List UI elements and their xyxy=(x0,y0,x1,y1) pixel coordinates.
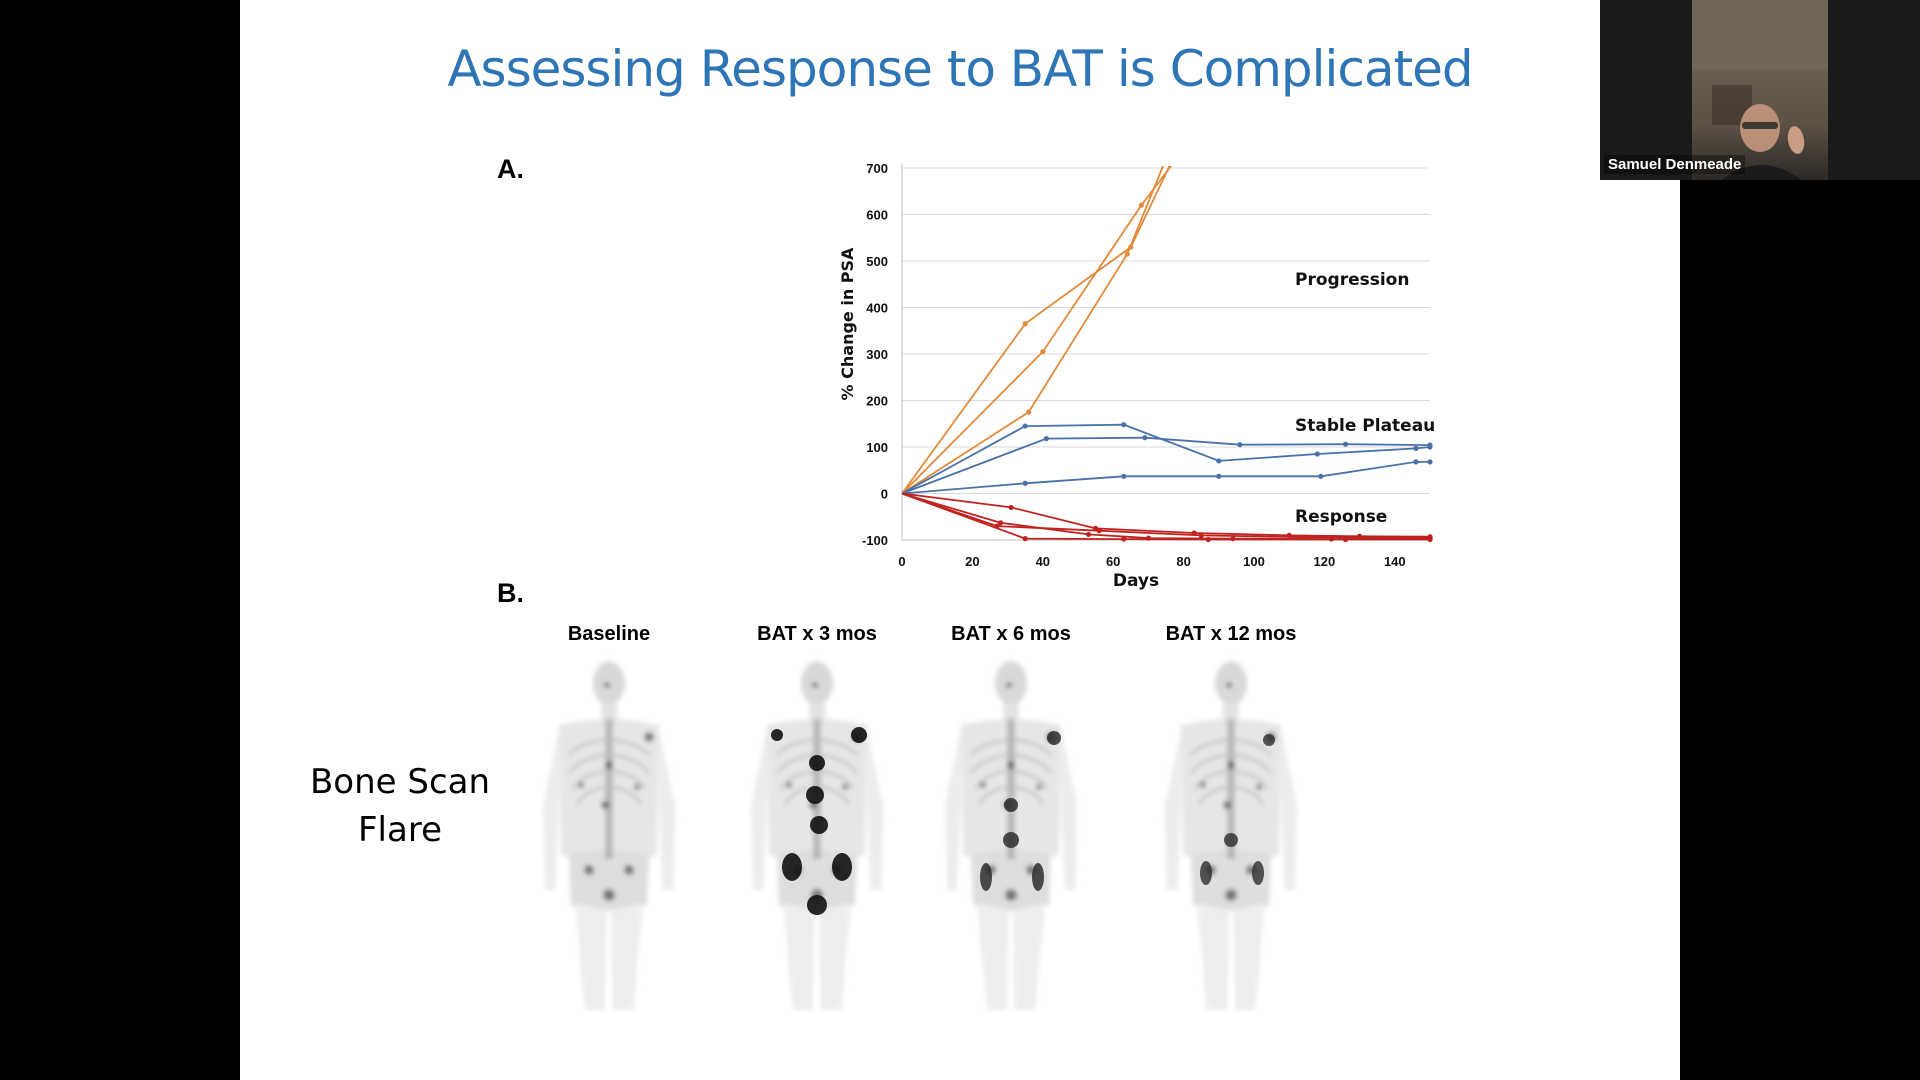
series-line-progression xyxy=(902,166,1173,495)
data-point xyxy=(1142,435,1148,441)
x-tick-label: 60 xyxy=(1106,554,1120,569)
data-point xyxy=(1138,202,1144,208)
data-point xyxy=(1342,441,1349,447)
slide-title: Assessing Response to BAT is Complicated xyxy=(447,40,1473,98)
y-tick-label: 100 xyxy=(866,440,888,455)
data-point xyxy=(1237,442,1243,448)
x-tick-label: 140 xyxy=(1384,554,1406,569)
series-line-progression xyxy=(902,166,1165,495)
data-point xyxy=(1026,409,1032,415)
presentation-slide: Assessing Response to BAT is Complicated… xyxy=(240,0,1680,1080)
y-tick-label: 200 xyxy=(866,394,888,409)
bone-scan-image-12mos xyxy=(1151,655,1311,1015)
data-point xyxy=(1008,504,1014,511)
data-point xyxy=(1205,536,1211,543)
data-point xyxy=(1427,459,1433,465)
data-point xyxy=(997,520,1004,526)
panel-a-label: A. xyxy=(497,154,524,184)
data-point xyxy=(1043,436,1049,442)
scan-caption-12mos: BAT x 12 mos xyxy=(1165,623,1297,645)
webcam-person-image xyxy=(1692,0,1828,180)
scan-caption-6mos: BAT x 6 mos xyxy=(951,623,1071,645)
annotation-stable-plateau: Stable Plateau xyxy=(1295,416,1435,436)
participant-video-feed xyxy=(1692,0,1828,180)
data-point xyxy=(1427,536,1433,543)
data-point xyxy=(1096,528,1102,534)
annotation-response: Response xyxy=(1295,507,1387,527)
y-tick-label: 600 xyxy=(866,208,888,223)
participant-video-tile[interactable]: Samuel Denmeade xyxy=(1600,0,1920,180)
series-line-stable-plateau xyxy=(902,461,1430,495)
scan-caption-3mos: BAT x 3 mos xyxy=(757,623,877,645)
x-tick-label: 0 xyxy=(898,554,905,569)
y-tick-label: 300 xyxy=(866,347,888,362)
data-point xyxy=(1216,473,1222,479)
data-point xyxy=(1216,458,1222,464)
data-point xyxy=(1413,459,1419,465)
bone-scan-image-6mos xyxy=(931,655,1091,1015)
series-line-response xyxy=(902,492,1430,541)
x-tick-label: 100 xyxy=(1243,554,1265,569)
side-label-line-2: Flare xyxy=(358,810,442,850)
bone-scan-image-3mos xyxy=(737,655,897,1015)
series-line-stable-plateau xyxy=(902,436,1431,495)
data-point xyxy=(1022,480,1028,486)
data-point xyxy=(1121,536,1127,542)
data-point xyxy=(1022,536,1028,542)
annotation-progression: Progression xyxy=(1295,270,1409,290)
x-tick-label: 80 xyxy=(1176,554,1190,569)
bone-scan-image-baseline xyxy=(529,655,689,1015)
data-point xyxy=(1314,451,1320,457)
chart-svg: -100 0 100 200 300 400 500 600 700 0 20 40 60 80 100 12… xyxy=(838,161,1435,591)
data-point xyxy=(1124,251,1130,257)
data-point xyxy=(1085,531,1092,538)
series-line-progression xyxy=(902,166,1171,495)
data-point xyxy=(1022,423,1028,429)
panel-b-label: B. xyxy=(497,578,524,608)
series-line-response xyxy=(902,492,1431,539)
participant-name-label: Samuel Denmeade xyxy=(1604,155,1746,174)
psa-change-chart: -100 0 100 200 300 400 500 600 700 0 20 40 60 80 100 12… xyxy=(580,140,1460,591)
x-axis-label: Days xyxy=(1113,571,1159,590)
y-tick-label: 500 xyxy=(866,254,888,269)
data-point xyxy=(1342,536,1349,543)
data-point xyxy=(1318,473,1324,479)
data-point xyxy=(1040,349,1046,355)
data-point xyxy=(1121,473,1127,479)
y-tick-label: 700 xyxy=(866,161,888,176)
y-tick-label: -100 xyxy=(862,533,888,548)
side-label-line-1: Bone Scan xyxy=(309,762,491,802)
data-point xyxy=(1413,445,1419,451)
data-point xyxy=(1198,532,1204,538)
y-tick-label: 0 xyxy=(881,487,888,502)
data-point xyxy=(1427,442,1433,448)
x-tick-label: 120 xyxy=(1314,554,1336,569)
y-tick-label: 400 xyxy=(866,301,888,316)
bone-scan-flare-label: Bone Scan Flare xyxy=(280,758,520,854)
x-tick-label: 40 xyxy=(1036,554,1050,569)
y-axis-label: % Change in PSA xyxy=(838,247,857,400)
x-tick-label: 20 xyxy=(965,554,979,569)
data-point xyxy=(1022,321,1028,327)
scan-caption-baseline: Baseline xyxy=(567,623,651,645)
data-point xyxy=(1121,422,1127,428)
